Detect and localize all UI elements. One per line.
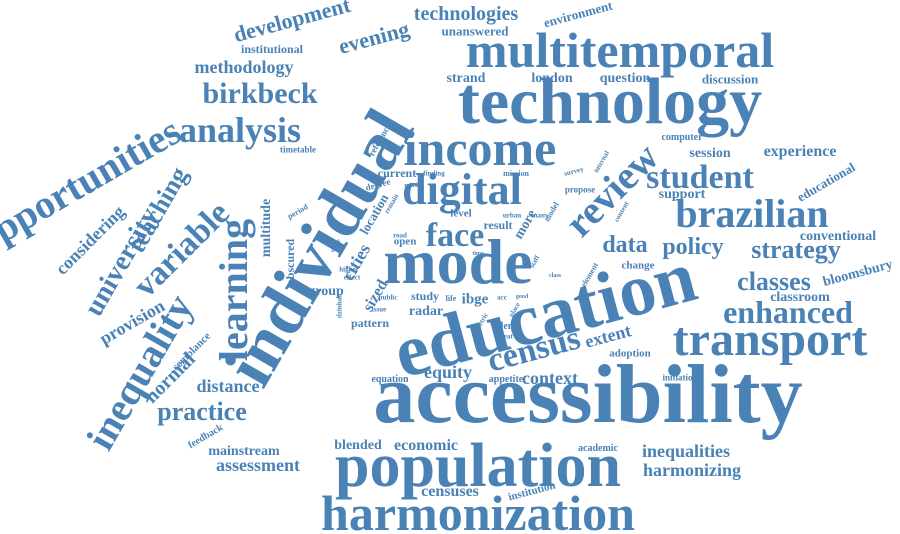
word-finding: finding: [423, 171, 444, 178]
word-economic: economic: [394, 438, 458, 454]
word-blend: blend: [495, 322, 519, 332]
word-censuses: censuses: [421, 484, 479, 500]
word-urban: urban: [503, 213, 521, 220]
word-multitemporal: multitemporal: [466, 25, 774, 75]
word-many: many: [532, 213, 549, 220]
word-change: change: [622, 261, 655, 272]
word-birkbeck: birkbeck: [202, 79, 317, 109]
word-strand: strand: [447, 72, 486, 86]
word-radar: radar: [409, 305, 443, 319]
word-life: life: [446, 295, 457, 303]
word-dzinhan: dzinhan: [337, 294, 344, 318]
word-propose: propose: [565, 186, 595, 195]
word-public: public: [379, 295, 398, 302]
word-london: london: [531, 72, 572, 86]
word-discussion: discussion: [702, 73, 758, 86]
word-multitude: multitude: [260, 199, 274, 257]
word-initiation: initiation: [662, 374, 697, 383]
word-analysis: analysis: [179, 112, 301, 148]
word-face: face: [426, 219, 485, 253]
word-higher: higher: [339, 267, 358, 274]
word-mission: mission: [503, 170, 529, 178]
word-session: session: [689, 147, 730, 161]
word-practice: practice: [157, 399, 247, 425]
word-academic: academic: [578, 444, 618, 454]
word-equity: equity: [424, 363, 472, 381]
word-experience: experience: [764, 144, 837, 160]
word-computer: computer: [661, 133, 702, 143]
word-issue: issue: [372, 307, 386, 314]
word-classroom: classroom: [770, 291, 830, 305]
word-mind: mind: [404, 183, 417, 189]
word-technologies: technologies: [414, 4, 518, 24]
word-level: level: [450, 209, 471, 220]
word-conventional: conventional: [800, 230, 876, 244]
word-context: context: [522, 369, 578, 387]
word-support: support: [659, 188, 706, 202]
word-data: data: [602, 233, 647, 257]
word-distance: distance: [197, 377, 260, 395]
word-time: time: [472, 251, 483, 257]
word-harmonizing: harmonizing: [643, 461, 741, 479]
word-road: road: [393, 233, 407, 240]
word-ibge: ibge: [462, 293, 489, 308]
word-institutional: institutional: [241, 43, 303, 55]
word-policy: policy: [662, 235, 723, 259]
word-appetite: appetite: [489, 375, 523, 385]
word-inequalities: inequalities: [642, 442, 730, 460]
word-question: question: [600, 72, 651, 86]
word-learning: learning: [214, 219, 254, 361]
word-development: development: [231, 0, 352, 46]
word-adoption: adoption: [609, 349, 651, 360]
word-pattern: pattern: [351, 317, 389, 329]
word-methodology: methodology: [195, 58, 294, 76]
word-result: result: [483, 219, 512, 231]
word-equation: equation: [371, 375, 408, 385]
word-mainstream: mainstream: [208, 445, 279, 459]
word-acc: acc: [497, 295, 507, 302]
word-blended: blended: [334, 439, 381, 453]
word-obscured: obscured: [284, 239, 296, 285]
word-study: study: [411, 290, 439, 302]
word-evening: evening: [336, 18, 411, 58]
word-class: class: [549, 273, 561, 279]
word-survey: survey: [564, 166, 585, 178]
word-unanswered: unanswered: [442, 25, 509, 38]
word-effect: effect: [344, 275, 360, 282]
word-good: good: [516, 294, 528, 300]
word-timetable: timetable: [280, 146, 316, 155]
word-great: great: [497, 334, 512, 341]
